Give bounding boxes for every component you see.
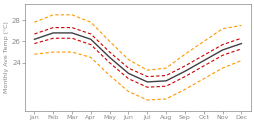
Y-axis label: Monthly Ave Temp (°C): Monthly Ave Temp (°C) bbox=[4, 21, 9, 93]
